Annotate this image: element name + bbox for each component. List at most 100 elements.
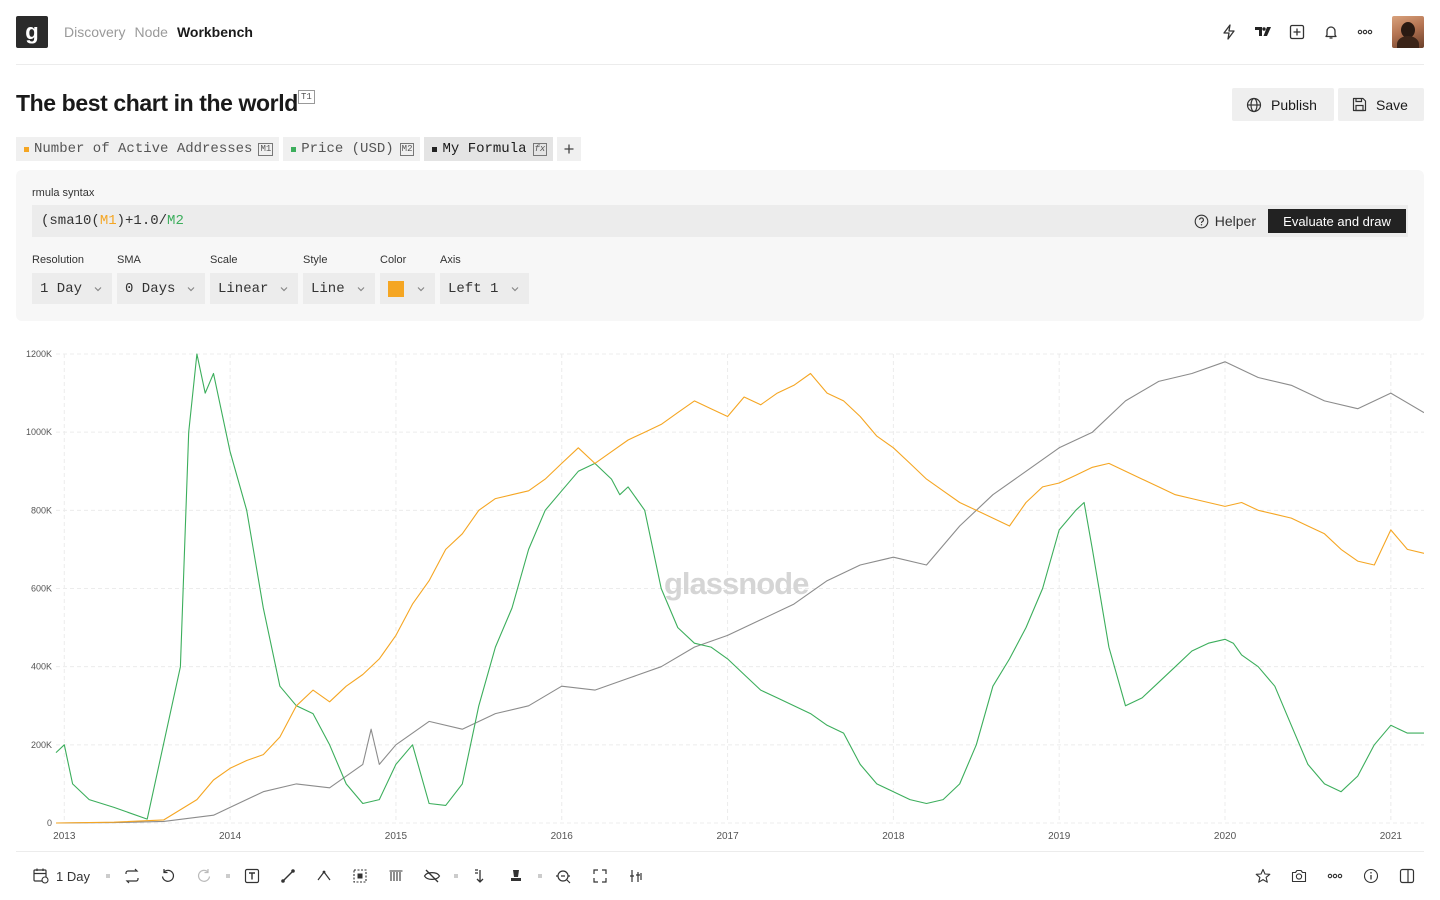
nav-link-node[interactable]: Node <box>134 24 168 40</box>
question-icon <box>1194 214 1209 228</box>
redo-icon[interactable] <box>195 867 213 885</box>
panel-icon[interactable] <box>1398 867 1416 885</box>
y-tick-label: 200K <box>31 740 52 750</box>
text-tool-icon[interactable] <box>243 867 261 885</box>
chart-svg[interactable]: 0 200K 400K 600K 800K 1000K 1200K 2013 2014 2015 2… <box>16 340 1424 844</box>
x-tick-label: 2014 <box>219 831 242 842</box>
toolbar-separator <box>453 874 458 878</box>
helper-label: Helper <box>1214 213 1256 229</box>
save-button[interactable]: Save <box>1338 88 1424 121</box>
path-tool-icon[interactable] <box>315 867 333 885</box>
active-addresses-series-line[interactable] <box>55 361 1424 824</box>
tab-label: Number of Active Addresses <box>34 141 253 157</box>
color-label: Color <box>380 254 407 266</box>
chevron-down-icon <box>187 286 195 291</box>
page-title[interactable]: The best chart in the world <box>16 90 298 116</box>
glassnode-logo[interactable]: g <box>16 16 48 48</box>
scale-select[interactable]: Linear <box>210 273 298 304</box>
star-icon[interactable] <box>1254 867 1272 885</box>
save-label: Save <box>1376 96 1408 113</box>
toolbar-separator <box>537 874 542 878</box>
helper-button[interactable]: Helper <box>1194 205 1256 237</box>
scale-value: Linear <box>218 280 269 297</box>
add-square-icon[interactable] <box>1288 23 1306 41</box>
y-tick-label: 400K <box>31 662 52 672</box>
repeat-icon[interactable] <box>123 867 141 885</box>
tab-my-formula[interactable]: My Formula fx <box>424 137 554 161</box>
more-icon[interactable] <box>1356 23 1374 41</box>
formula-series-line[interactable] <box>55 372 1424 824</box>
x-tick-label: 2018 <box>882 831 905 842</box>
axis-select[interactable]: Left 1 <box>440 273 529 304</box>
price-series-line[interactable] <box>55 353 1424 820</box>
x-tick-label: 2019 <box>1048 831 1071 842</box>
x-tick-label: 2021 <box>1380 831 1403 842</box>
selection-tool-icon[interactable] <box>351 867 369 885</box>
sma-label: SMA <box>117 254 141 266</box>
nav-link-workbench[interactable]: Workbench <box>176 24 253 40</box>
tab-label: Price (USD) <box>301 141 394 157</box>
chevron-down-icon <box>511 286 519 291</box>
publish-button[interactable]: Publish <box>1232 88 1334 121</box>
color-select[interactable] <box>380 273 435 304</box>
info-icon[interactable] <box>1362 867 1380 885</box>
style-select[interactable]: Line <box>303 273 375 304</box>
axis-value: Left 1 <box>448 280 499 297</box>
add-metric-button[interactable] <box>557 137 582 161</box>
chevron-down-icon <box>280 286 288 291</box>
more-icon[interactable] <box>1326 867 1344 885</box>
bars-tool-icon[interactable] <box>387 867 405 885</box>
y-tick-label: 1200K <box>26 349 52 359</box>
formula-panel: rmula syntax (sma10(M1)+1.0/M2 Helper Ev… <box>16 170 1424 321</box>
line-tool-icon[interactable] <box>279 867 297 885</box>
toolbar-separator <box>105 874 110 878</box>
tab-price-usd[interactable]: Price (USD) M2 <box>283 137 421 161</box>
nav-icons <box>1220 16 1424 48</box>
tab-color-swatch <box>24 146 29 152</box>
zoom-icon[interactable] <box>555 867 573 885</box>
bottom-divider <box>16 851 1424 852</box>
formula-mid: )+1.0/ <box>116 213 168 229</box>
nav-link-discovery[interactable]: Discovery <box>64 24 126 40</box>
hide-icon[interactable] <box>423 867 441 885</box>
tab-color-swatch <box>291 146 297 152</box>
resolution-select[interactable]: 1 Day <box>32 273 112 304</box>
tab-active-addresses[interactable]: Number of Active Addresses M1 <box>16 137 280 161</box>
chevron-down-icon <box>94 286 102 291</box>
lightning-icon[interactable] <box>1220 23 1238 41</box>
chart-area[interactable]: 0 200K 400K 600K 800K 1000K 1200K 2013 2014 2015 2… <box>16 340 1424 844</box>
x-tick-label: 2016 <box>551 831 574 842</box>
bell-icon[interactable] <box>1322 23 1340 41</box>
toolbar-separator <box>225 874 230 878</box>
fullscreen-icon[interactable] <box>591 867 609 885</box>
resolution-value: 1 Day <box>40 280 83 297</box>
sort-icon[interactable] <box>471 867 489 885</box>
style-value: Line <box>311 280 345 297</box>
tradingview-icon[interactable] <box>1254 23 1272 41</box>
publish-label: Publish <box>1271 96 1317 113</box>
calendar-icon[interactable] <box>32 867 50 885</box>
undo-icon[interactable] <box>159 867 177 885</box>
sma-control: SMA 0 Days <box>117 254 205 304</box>
top-divider <box>16 64 1424 65</box>
stamp-icon[interactable] <box>507 867 525 885</box>
formula-m1: M1 <box>99 213 117 229</box>
axis-label: Axis <box>440 254 461 266</box>
formula-input[interactable]: (sma10(M1)+1.0/M2 Helper Evaluate and dr… <box>32 205 1408 237</box>
tab-label: My Formula <box>442 141 527 157</box>
adjust-icon[interactable] <box>627 867 645 885</box>
sma-select[interactable]: 0 Days <box>117 273 205 304</box>
floppy-icon <box>1352 97 1367 112</box>
avatar[interactable] <box>1392 16 1424 48</box>
evaluate-and-draw-button[interactable]: Evaluate and draw <box>1268 209 1406 233</box>
formula-text[interactable]: (sma10(M1)+1.0/M2 <box>41 213 184 229</box>
plus-icon <box>564 144 574 154</box>
camera-icon[interactable] <box>1290 867 1308 885</box>
x-tick-label: 2017 <box>716 831 739 842</box>
style-control: Style Line <box>303 254 375 304</box>
axis-control: Axis Left 1 <box>440 254 529 304</box>
x-tick-label: 2015 <box>385 831 408 842</box>
title-badge: T1 <box>298 90 315 104</box>
nav-links: Discovery Node Workbench <box>64 24 253 40</box>
resolution-display[interactable]: 1 Day <box>56 868 90 884</box>
